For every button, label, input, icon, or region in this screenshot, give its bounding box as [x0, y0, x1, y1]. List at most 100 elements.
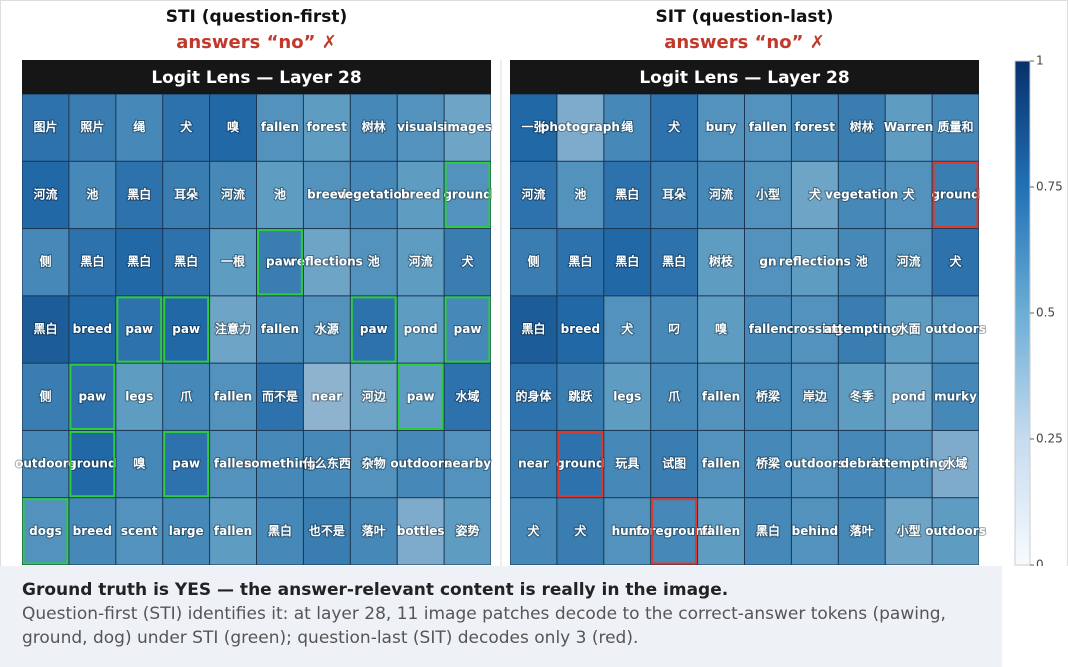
cell-token: 树林 [362, 119, 386, 134]
cell [257, 363, 303, 430]
cell [604, 296, 651, 363]
cell [745, 498, 791, 565]
cell [69, 430, 116, 498]
colorbar-tick-label: 1 [1036, 54, 1044, 68]
cell-token: bottles [397, 524, 445, 538]
cell [22, 161, 69, 229]
cell-token: 侧 [39, 254, 51, 269]
cell [163, 94, 210, 161]
cell-token: murky [934, 389, 977, 403]
cell [745, 363, 791, 430]
cell-token: 黑白 [127, 186, 151, 201]
cell-token: 图片 [33, 119, 57, 134]
cell [510, 229, 557, 296]
cell [257, 296, 303, 363]
cell-token: Warren [884, 120, 933, 134]
cell [932, 161, 979, 229]
cell [350, 363, 397, 430]
cell [116, 161, 163, 229]
cell-token: 试图 [662, 456, 686, 471]
cell-token: 冬季 [850, 388, 875, 403]
cells [22, 94, 491, 565]
cell [163, 229, 210, 296]
hit-box [163, 430, 210, 498]
hit-box [69, 430, 116, 498]
cell [444, 296, 491, 363]
cell-token: paw [454, 322, 482, 336]
cell [838, 430, 885, 498]
cell-token: 落叶 [362, 523, 386, 538]
cell [163, 498, 210, 565]
cell [557, 229, 604, 296]
cell-token: 黑白 [33, 321, 57, 336]
hit-box [397, 363, 444, 430]
cell-token: fallen [214, 524, 252, 538]
cell [210, 229, 256, 296]
cell [604, 363, 651, 430]
cell-token: breed [401, 187, 440, 201]
cell [838, 161, 885, 229]
cell-token: 河流 [32, 186, 57, 201]
cell-token: large [169, 524, 204, 538]
cell-token: paw [172, 322, 200, 336]
cell [932, 498, 979, 565]
cell-token: outdoors [15, 457, 76, 471]
cell-token: fallen [261, 322, 299, 336]
cell-token: 嗅 [227, 119, 240, 134]
cell [22, 430, 69, 498]
cell [116, 229, 163, 296]
cell [69, 161, 116, 229]
cell-token: 犬 [903, 186, 916, 201]
cell-token: 质量和 [938, 119, 974, 134]
cell [69, 498, 116, 565]
cell-token: ground [68, 457, 116, 471]
cell [397, 161, 444, 229]
caption-body: Question-first (STI) identifies it: at l… [22, 604, 946, 648]
cell-token: 水域 [944, 456, 968, 471]
cell-token: 黑白 [615, 254, 639, 269]
cell [397, 296, 444, 363]
hit-box [444, 161, 491, 229]
cell [22, 229, 69, 296]
cell-token: fallen [702, 389, 740, 403]
cell-token: debris [841, 457, 884, 471]
cell [651, 296, 698, 363]
cell-token: 池 [274, 186, 286, 201]
cell [604, 94, 651, 161]
cell-token: 黑白 [127, 254, 151, 269]
cell [444, 363, 491, 430]
cell-token: 犬 [809, 186, 822, 201]
cell [698, 296, 744, 363]
cell [163, 363, 210, 430]
colorbar-tick-label: 0.5 [1036, 306, 1055, 320]
cell-token: bury [706, 120, 737, 134]
cell [350, 161, 397, 229]
colorbar-tick-label: 0.25 [1036, 432, 1063, 446]
cell-token: paw [78, 389, 106, 403]
cell-token: 注意力 [215, 321, 251, 336]
cell [210, 161, 256, 229]
cell [791, 430, 838, 498]
cell-token: nearby [444, 457, 491, 471]
cell [885, 430, 932, 498]
cell-token: fallen [749, 322, 787, 336]
cell [651, 229, 698, 296]
cell-token: images [443, 120, 492, 134]
cell-token: 嗅 [133, 456, 146, 471]
cell [22, 498, 69, 565]
cell-token: photograph [541, 120, 620, 134]
cell [397, 498, 444, 565]
cell-token: forest [307, 120, 348, 134]
cell-token: 的身体 [515, 388, 552, 403]
cell [557, 430, 604, 498]
cell [510, 161, 557, 229]
figure: STI (question-first) answers “no” ✗ Logit … [0, 0, 1068, 566]
cell-token: 爪 [180, 389, 193, 403]
cell [350, 296, 397, 363]
cell-token: 岸边 [803, 388, 828, 403]
hit-box [163, 296, 210, 363]
cell-token: 爪 [668, 389, 681, 403]
cell [116, 296, 163, 363]
cell [838, 498, 885, 565]
